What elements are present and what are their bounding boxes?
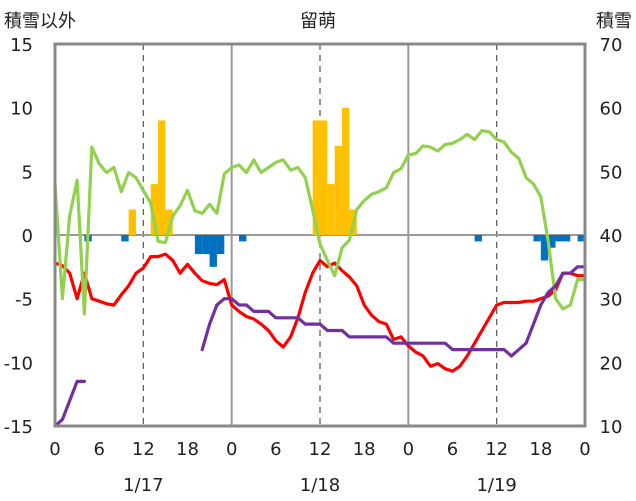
snow-depth-change-bar [216,235,225,255]
date-label: 1/18 [300,475,340,496]
plot-frame [53,42,587,428]
right-tick-label: 70 [600,35,623,56]
snow-depth-change-bar [555,235,563,242]
date-label: 1/19 [476,475,516,496]
x-tick-labels: 0 6 12 18 0 6 12 18 0 6 12 18 0 [49,439,590,460]
x-tick-label: 12 [309,439,332,460]
snow-depth-change-bar [540,235,549,261]
date-labels: 1/17 1/18 1/19 [123,475,517,496]
left-axis-label: 積雪以外 [4,11,76,32]
left-tick-label: 15 [10,35,33,56]
left-tick-label: 10 [10,99,33,120]
grid [55,44,585,426]
snowfall-bars [128,107,357,235]
snow-depth-line [200,265,587,358]
temperature-line [53,252,587,373]
snow-depth-change-bar [548,235,556,248]
right-tick-label: 10 [600,417,623,438]
x-tick-label: 12 [132,439,155,460]
x-tick-label: 18 [176,439,199,460]
x-tick-label: 6 [270,439,281,460]
x-tick-label: 6 [93,439,104,460]
snow-depth-change-bar [533,235,541,242]
snow-depth-change-bar [239,235,247,242]
left-tick-labels: 15 10 5 0 -5 -10 -15 [4,35,33,438]
right-tick-label: 50 [600,162,623,183]
snowfall-bar [150,184,159,235]
snow-depth-line [53,379,87,428]
snowfall-bar [342,107,350,235]
snow-depth-change-bar [202,235,210,255]
snow-depth-change-bar [474,235,482,242]
right-tick-label: 30 [600,290,623,311]
right-tick-label: 20 [600,353,623,374]
x-tick-label: 0 [49,439,60,460]
left-tick-label: 0 [22,226,33,247]
snow-depth-change-bar [121,235,129,242]
x-tick-label: 12 [485,439,508,460]
x-tick-label: 6 [447,439,458,460]
right-tick-label: 60 [600,99,623,120]
right-tick-label: 40 [600,226,623,247]
snowfall-bar [334,145,343,235]
snow-depth-change-bar [209,235,217,267]
snowfall-bar [165,209,173,235]
snowfall-bar [312,120,320,235]
snow-depth-change-bar [562,235,571,242]
x-tick-label: 0 [226,439,237,460]
snowfall-bar [158,120,166,235]
left-tick-label: -5 [15,290,33,311]
snowfall-bar [128,209,136,235]
snow-depth-change-bar [577,235,585,242]
humidity-line [53,129,587,316]
x-tick-label: 0 [579,439,590,460]
data-lines [53,129,587,428]
left-tick-label: 5 [22,162,33,183]
snowfall-bar [320,120,328,235]
x-tick-label: 18 [353,439,376,460]
snow-depth-change-bar [194,235,203,255]
right-axis-label: 積雪 [596,11,632,32]
snowfall-bar [327,184,335,235]
right-tick-labels: 70 60 50 40 30 20 10 [600,35,623,438]
left-tick-label: -10 [4,353,33,374]
left-tick-label: -15 [4,417,33,438]
date-label: 1/17 [123,475,163,496]
chart-title: 留萌 [300,11,336,32]
x-tick-label: 18 [529,439,552,460]
x-tick-label: 0 [403,439,414,460]
